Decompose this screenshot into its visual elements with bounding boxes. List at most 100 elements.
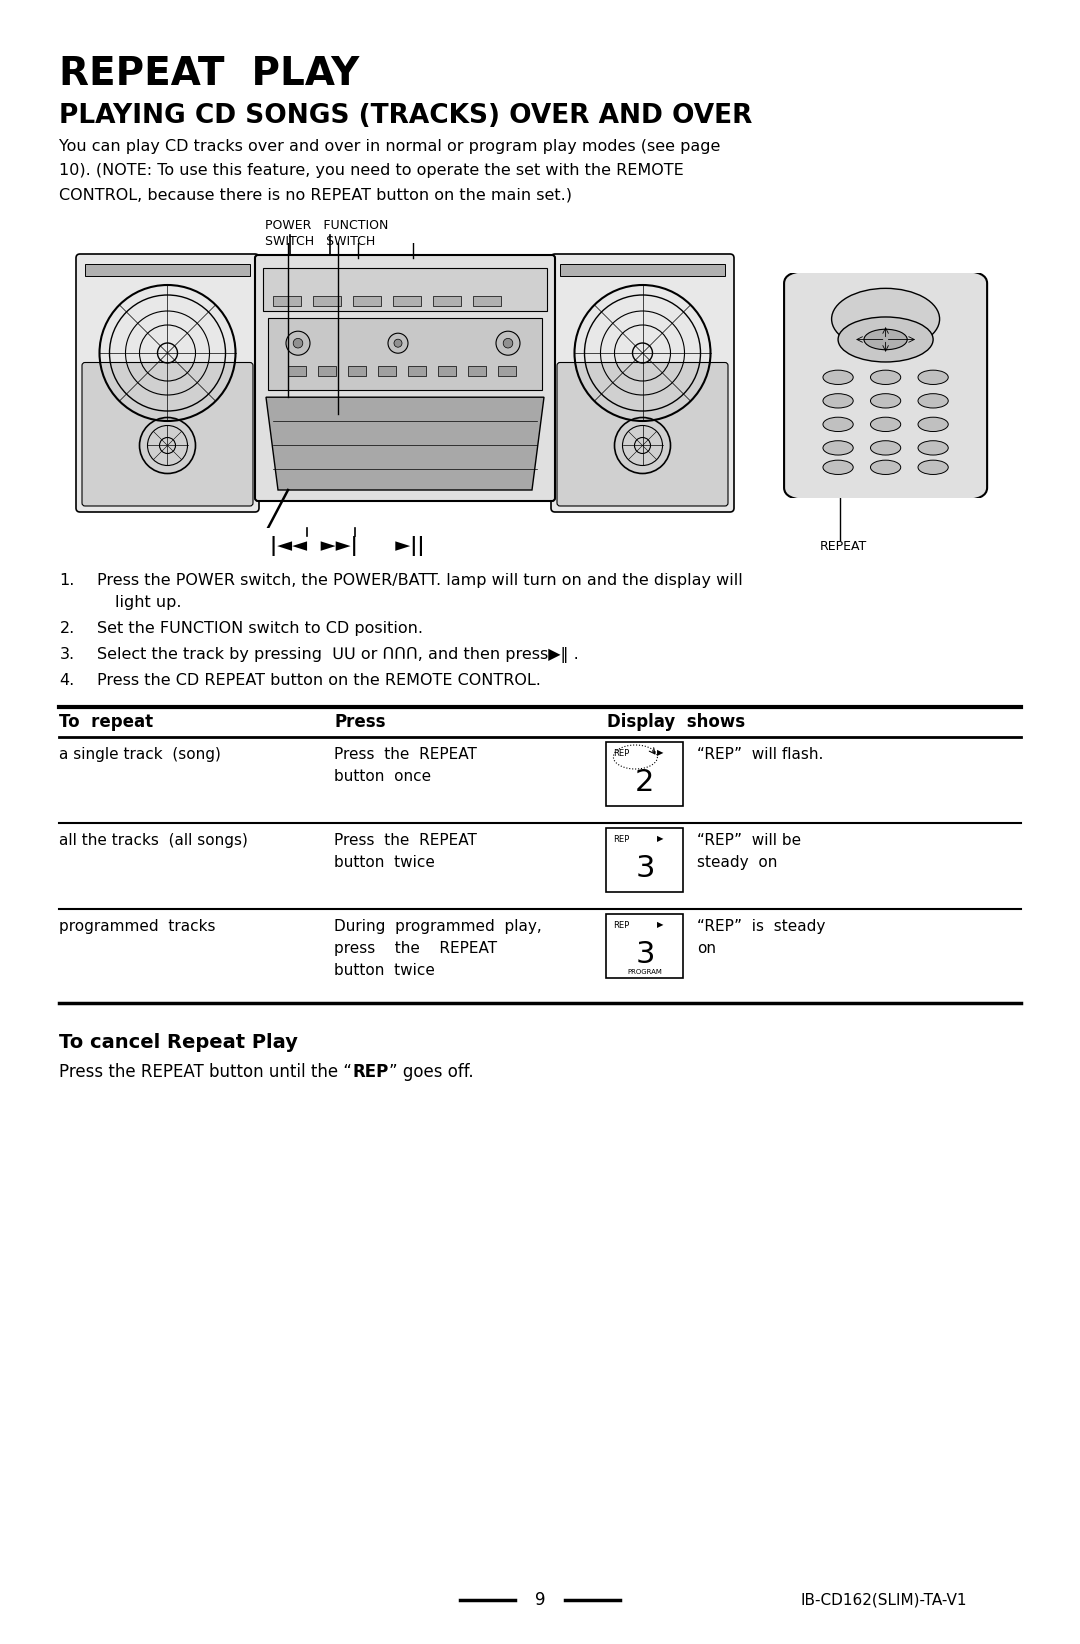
Text: steady  on: steady on (698, 855, 778, 870)
Circle shape (503, 339, 513, 349)
Circle shape (838, 317, 933, 362)
Text: REPEAT  PLAY: REPEAT PLAY (59, 54, 360, 94)
Text: Press the CD REPEAT button on the REMOTE CONTROL.: Press the CD REPEAT button on the REMOTE… (97, 672, 541, 687)
Bar (498, 365, 516, 375)
Bar (288, 365, 306, 375)
Text: ” goes off.: ” goes off. (389, 1064, 473, 1082)
FancyBboxPatch shape (784, 271, 987, 500)
Text: “REP”  is  steady: “REP” is steady (698, 919, 826, 934)
Text: all the tracks  (all songs): all the tracks (all songs) (59, 834, 248, 848)
Text: ▶: ▶ (658, 921, 664, 929)
Bar (438, 365, 456, 375)
Circle shape (823, 370, 853, 385)
Text: 3.: 3. (59, 648, 75, 663)
Circle shape (394, 339, 402, 347)
Text: 4.: 4. (59, 672, 75, 687)
Circle shape (870, 393, 901, 408)
Text: During  programmed  play,: During programmed play, (335, 919, 542, 934)
Circle shape (293, 339, 302, 349)
Circle shape (918, 441, 948, 455)
Text: a single track  (song): a single track (song) (59, 746, 221, 763)
Bar (353, 296, 381, 306)
FancyBboxPatch shape (76, 255, 259, 511)
Text: 3: 3 (635, 853, 654, 883)
Circle shape (918, 418, 948, 431)
Bar (378, 365, 396, 375)
Circle shape (918, 393, 948, 408)
Bar (348, 365, 366, 375)
Circle shape (823, 418, 853, 431)
Ellipse shape (832, 288, 940, 350)
Text: 9: 9 (535, 1591, 545, 1609)
Bar (433, 296, 461, 306)
Bar (468, 365, 486, 375)
Text: PLAYING CD SONGS (TRACKS) OVER AND OVER: PLAYING CD SONGS (TRACKS) OVER AND OVER (59, 104, 753, 128)
Bar (85, 265, 249, 276)
Text: button  twice: button twice (335, 963, 435, 978)
Text: “REP”  will be: “REP” will be (698, 834, 801, 848)
Text: light up.: light up. (116, 595, 181, 610)
FancyBboxPatch shape (557, 362, 728, 506)
Circle shape (864, 329, 907, 350)
Text: To  repeat: To repeat (59, 713, 153, 732)
Text: REP: REP (613, 750, 630, 758)
Text: ▶: ▶ (658, 748, 664, 756)
Bar (273, 296, 301, 306)
Circle shape (823, 460, 853, 475)
Text: You can play CD tracks over and over in normal or program play modes (see page: You can play CD tracks over and over in … (59, 140, 720, 155)
Text: IB-CD162(SLIM)-TA-V1: IB-CD162(SLIM)-TA-V1 (800, 1591, 967, 1606)
Text: Select the track by pressing  ᑌᑌ or ᑎᑎᑎ, and then press▶‖ .: Select the track by pressing ᑌᑌ or ᑎᑎᑎ, … (97, 648, 579, 663)
Text: 2: 2 (635, 768, 654, 796)
Circle shape (823, 393, 853, 408)
Text: PROGRAM: PROGRAM (627, 968, 662, 975)
Text: 3: 3 (635, 939, 654, 968)
Text: To cancel Repeat Play: To cancel Repeat Play (59, 1032, 298, 1052)
Circle shape (918, 460, 948, 475)
Text: Press  the  REPEAT: Press the REPEAT (335, 746, 477, 763)
FancyBboxPatch shape (255, 255, 555, 501)
Text: “REP”  will flash.: “REP” will flash. (698, 746, 824, 763)
Polygon shape (266, 398, 544, 490)
Text: REP: REP (352, 1064, 389, 1082)
Bar (313, 296, 341, 306)
Circle shape (870, 460, 901, 475)
Text: ►||: ►|| (375, 536, 424, 556)
Text: button  twice: button twice (335, 855, 435, 870)
Bar (561, 265, 725, 276)
Text: Press: Press (335, 713, 386, 732)
Bar (408, 365, 426, 375)
Text: button  once: button once (335, 769, 432, 784)
Text: Press  the  REPEAT: Press the REPEAT (335, 834, 477, 848)
Circle shape (870, 441, 901, 455)
Text: programmed  tracks: programmed tracks (59, 919, 216, 934)
Bar (473, 296, 501, 306)
Circle shape (918, 370, 948, 385)
Text: REP: REP (613, 835, 630, 843)
Text: on: on (698, 940, 716, 957)
FancyBboxPatch shape (551, 255, 734, 511)
Text: SWITCH   SWITCH: SWITCH SWITCH (265, 235, 375, 248)
Bar (393, 296, 421, 306)
Text: POWER   FUNCTION: POWER FUNCTION (265, 219, 389, 232)
Text: 2.: 2. (59, 621, 75, 636)
Circle shape (388, 334, 408, 353)
Text: REPEAT: REPEAT (820, 539, 867, 552)
Text: REP: REP (613, 921, 630, 931)
Bar (268, 317, 542, 390)
Text: CONTROL, because there is no REPEAT button on the main set.): CONTROL, because there is no REPEAT butt… (59, 187, 572, 202)
Circle shape (870, 370, 901, 385)
FancyBboxPatch shape (82, 362, 253, 506)
Text: |◄◄  ►►|: |◄◄ ►►| (270, 536, 357, 556)
Circle shape (870, 418, 901, 431)
Text: 1.: 1. (59, 574, 75, 589)
Text: ▶: ▶ (658, 834, 664, 843)
Text: Set the FUNCTION switch to CD position.: Set the FUNCTION switch to CD position. (97, 621, 423, 636)
Text: Display  shows: Display shows (607, 713, 745, 732)
Text: 10). (NOTE: To use this feature, you need to operate the set with the REMOTE: 10). (NOTE: To use this feature, you nee… (59, 163, 684, 178)
Circle shape (823, 441, 853, 455)
Bar (318, 365, 336, 375)
Bar (264, 268, 546, 311)
Text: Press the REPEAT button until the “: Press the REPEAT button until the “ (59, 1064, 352, 1082)
Circle shape (496, 330, 519, 355)
Text: Press the POWER switch, the POWER/BATT. lamp will turn on and the display will: Press the POWER switch, the POWER/BATT. … (97, 574, 743, 589)
